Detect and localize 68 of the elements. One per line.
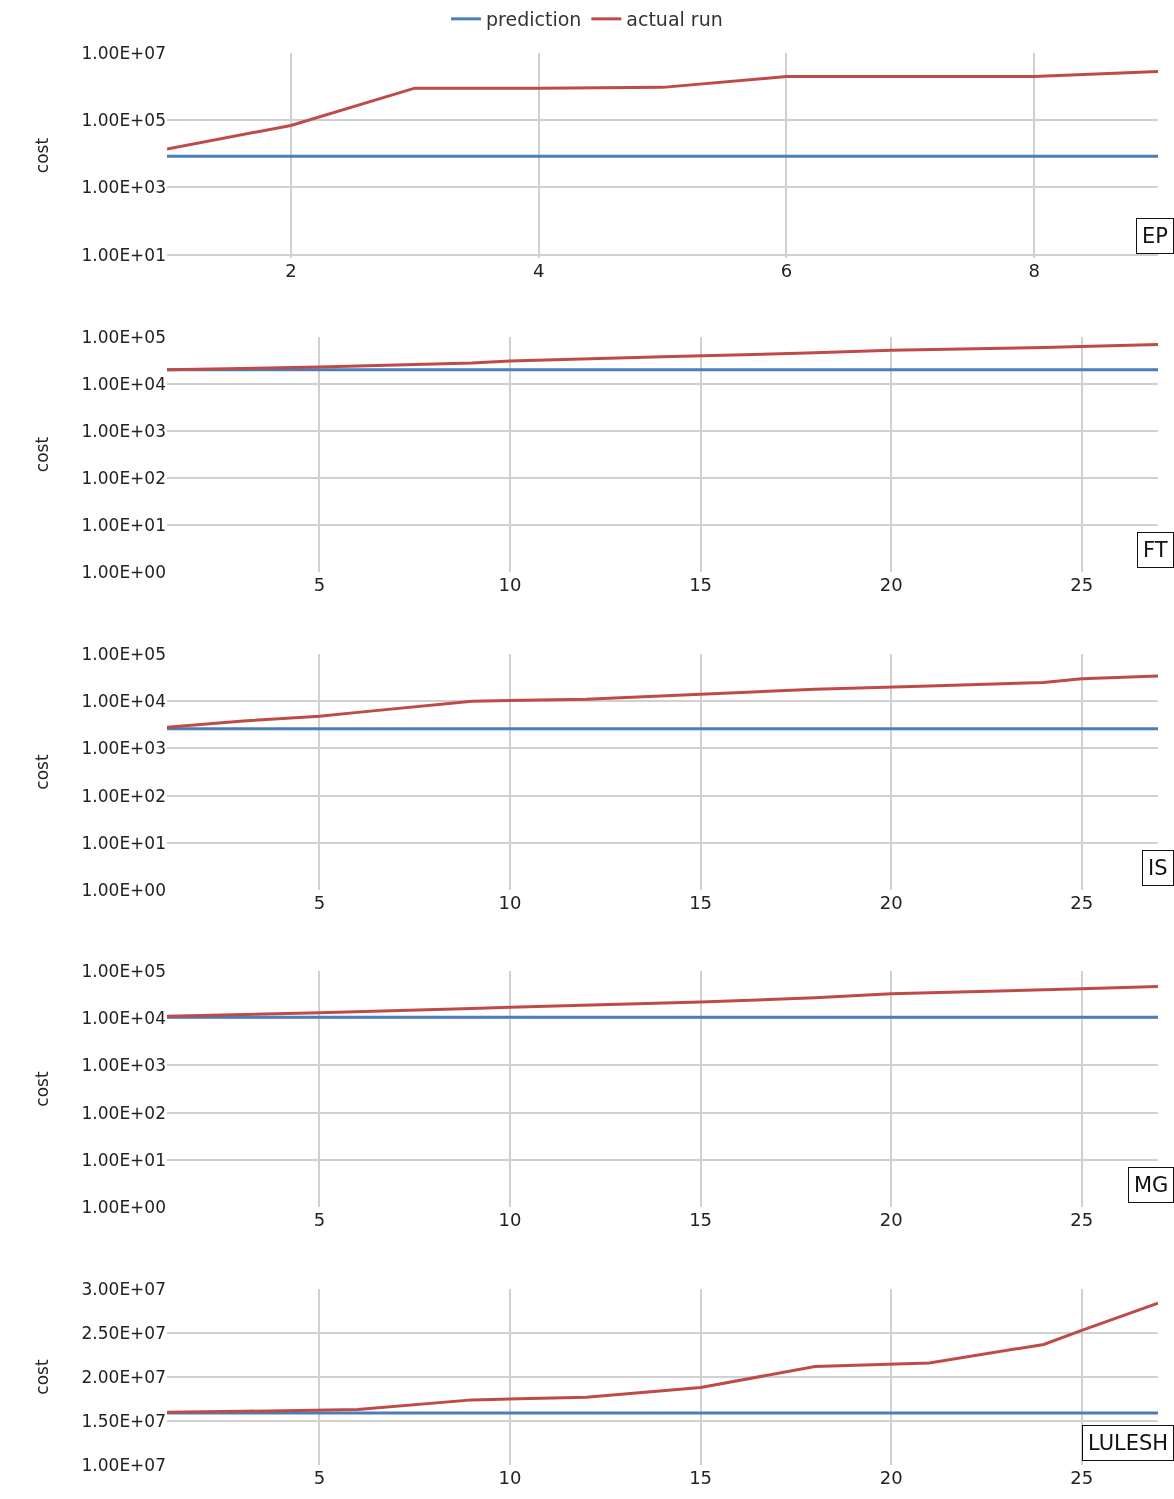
y-tick-label: 1.00E+03 <box>81 420 166 441</box>
x-tick-label: 20 <box>879 1209 903 1230</box>
x-tick-label: 10 <box>498 1467 522 1488</box>
x-tick-label: 5 <box>313 574 326 595</box>
y-tick-label: 1.00E+00 <box>81 879 166 900</box>
y-tick-label: 1.00E+04 <box>81 691 166 712</box>
x-tick-label: 2 <box>285 260 297 281</box>
y-axis-title: cost <box>32 137 53 174</box>
y-tick-label: 1.00E+03 <box>81 1055 166 1076</box>
y-tick-label: 1.00E+01 <box>81 244 166 265</box>
x-tick-label: 5 <box>313 1467 326 1488</box>
y-tick-label: 1.00E+07 <box>81 42 166 63</box>
y-tick-label: 1.00E+05 <box>81 643 166 664</box>
y-tick-label: 1.00E+04 <box>81 1008 166 1029</box>
y-axis-title: cost <box>32 436 53 473</box>
x-tick-label: 15 <box>689 574 713 595</box>
y-tick-label: 1.00E+00 <box>81 1196 166 1217</box>
x-tick-label: 20 <box>879 892 903 913</box>
y-axis-title: cost <box>32 1359 53 1395</box>
y-tick-label: 1.00E+05 <box>81 960 166 981</box>
x-tick-label: 25 <box>1070 892 1094 913</box>
y-tick-label: 1.00E+02 <box>81 467 166 488</box>
y-tick-label: 1.00E+05 <box>81 110 166 131</box>
y-tick-label: 1.00E+03 <box>81 177 166 198</box>
y-tick-label: 1.00E+02 <box>81 785 166 806</box>
y-tick-label: 1.00E+05 <box>81 326 166 347</box>
y-tick-label: 1.00E+02 <box>81 1102 166 1123</box>
line-series <box>167 343 1158 372</box>
y-tick-label: 2.00E+07 <box>81 1366 166 1387</box>
y-tick-label: 1.00E+01 <box>81 832 166 853</box>
line-series <box>167 1301 1158 1414</box>
x-tick-label: 10 <box>498 1209 522 1230</box>
y-tick-label: 3.00E+07 <box>81 1278 166 1299</box>
y-tick-label: 1.00E+01 <box>81 514 166 535</box>
x-tick-label: 8 <box>1028 260 1040 281</box>
y-tick-label: 2.50E+07 <box>81 1322 166 1343</box>
x-tick-label: 6 <box>780 260 793 281</box>
y-tick-label: 1.00E+07 <box>81 1454 166 1475</box>
x-tick-label: 25 <box>1070 1467 1094 1488</box>
line-series <box>167 70 1158 151</box>
line-series <box>167 984 1158 1018</box>
legend-label: prediction <box>486 8 582 31</box>
annotation: LULESH <box>1088 1431 1169 1455</box>
x-tick-label: 15 <box>689 1209 713 1230</box>
annotation: IS <box>1148 856 1168 880</box>
y-axis-title: cost <box>32 754 53 790</box>
legend-label: actual run <box>626 8 723 31</box>
annotation: EP <box>1142 224 1168 248</box>
y-tick-label: 1.00E+00 <box>81 561 166 582</box>
x-tick-label: 25 <box>1070 1209 1094 1230</box>
x-tick-label: 5 <box>313 892 326 913</box>
line-series <box>167 674 1158 729</box>
y-axis-title: cost <box>32 1071 53 1107</box>
x-tick-label: 20 <box>879 1467 903 1488</box>
x-tick-label: 15 <box>689 892 713 913</box>
x-tick-label: 4 <box>532 260 545 281</box>
y-tick-label: 1.50E+07 <box>81 1410 166 1431</box>
x-tick-label: 25 <box>1070 574 1094 595</box>
y-tick-label: 1.00E+04 <box>81 373 166 394</box>
x-tick-label: 20 <box>879 574 903 595</box>
annotation: MG <box>1134 1173 1169 1197</box>
annotation: FT <box>1143 538 1168 562</box>
y-tick-label: 1.00E+01 <box>81 1149 166 1170</box>
x-tick-label: 15 <box>689 1467 713 1488</box>
y-tick-label: 1.00E+03 <box>81 738 166 759</box>
x-tick-label: 10 <box>498 574 522 595</box>
x-tick-label: 10 <box>498 892 522 913</box>
x-tick-label: 5 <box>313 1209 326 1230</box>
